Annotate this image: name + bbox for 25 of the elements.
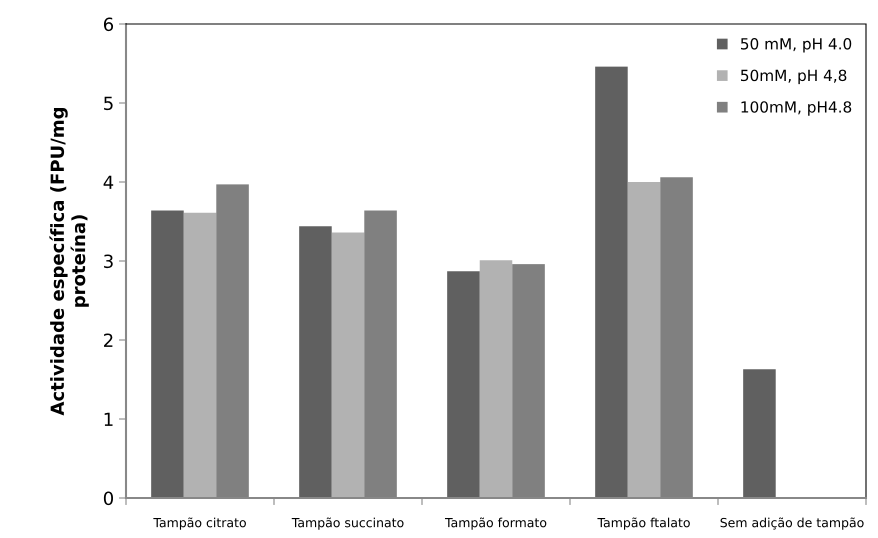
x-tick-label: Tampão ftalato [597, 517, 690, 530]
y-axis-title: Actividade específica (FPU/mg proteína) [49, 108, 89, 416]
bar [595, 66, 628, 498]
y-tick-label: 5 [104, 96, 113, 110]
y-tick-label: 6 [104, 17, 114, 32]
bar [743, 369, 776, 498]
x-tick-label: Tampão formato [444, 517, 546, 530]
bar [447, 271, 480, 498]
x-tick-label: Tampão succinato [292, 517, 404, 530]
bar [332, 232, 364, 498]
bar [151, 210, 184, 498]
y-tick-label: 4 [104, 176, 114, 189]
bar [184, 212, 216, 498]
legend-label: 100mM, pH4.8 [742, 101, 852, 116]
x-tick-label: Sem adição de tampão [720, 517, 864, 530]
y-tick-label: 2 [104, 333, 112, 347]
y-tick-label: 0 [104, 491, 113, 506]
legend-label: 50mM, pH 4,8 [741, 70, 846, 84]
bar [299, 226, 332, 498]
x-tick-label: Tampão citrato [153, 517, 246, 530]
bar [628, 182, 660, 498]
y-tick-label: 3 [104, 254, 113, 268]
bar [480, 260, 512, 498]
y-tick-label: 1 [104, 412, 113, 426]
legend-label: 50 mM, pH 4.0 [741, 38, 852, 53]
